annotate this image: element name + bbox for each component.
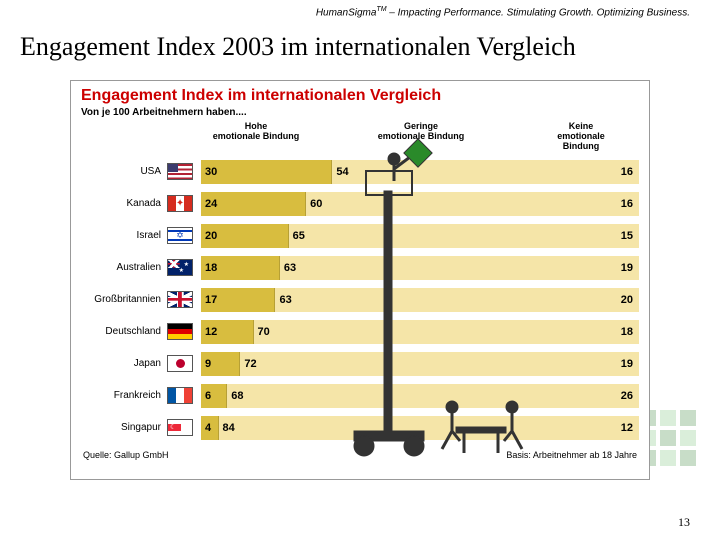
- flag-icon: [167, 291, 193, 308]
- row-label: Großbritannien: [81, 294, 167, 305]
- chart-footer: Quelle: Gallup GmbH Basis: Arbeitnehmer …: [81, 450, 639, 460]
- page-title: Engagement Index 2003 im internationalen…: [20, 32, 576, 62]
- tagline-sigma: Sigma: [348, 7, 376, 18]
- flag-icon: ✡: [167, 227, 193, 244]
- bar-segment-low: 72: [240, 352, 555, 376]
- bar-segment-none: 16: [621, 166, 633, 178]
- bar-segment-low: 63: [280, 256, 556, 280]
- bar-segment-none: 18: [621, 326, 633, 338]
- bar-segment-none: 19: [621, 262, 633, 274]
- row-label: Frankreich: [81, 390, 167, 401]
- bar-segment-none: 20: [621, 294, 633, 306]
- flag-icon: ★★: [167, 259, 193, 276]
- bar-segment-low: 68: [227, 384, 525, 408]
- chart-subtitle: Von je 100 Arbeitnehmern haben....: [81, 107, 639, 118]
- bar-segment-none: 15: [621, 230, 633, 242]
- bar-segment-low: 63: [275, 288, 551, 312]
- col-header-high: Hohe emotionale Bindung: [201, 122, 311, 152]
- flag-icon: [167, 387, 193, 404]
- row-label: Australien: [81, 262, 167, 273]
- bar-segment-none: 19: [621, 358, 633, 370]
- row-label: Israel: [81, 230, 167, 241]
- bar-segment-high: 17: [201, 288, 275, 312]
- tagline-prefix: Human: [316, 7, 348, 18]
- tagline-tm: TM: [376, 6, 386, 13]
- table-row: USA 3054 16: [81, 156, 639, 188]
- source-label: Quelle: Gallup GmbH: [83, 450, 169, 460]
- row-label: USA: [81, 166, 167, 177]
- bar-segment-high: 20: [201, 224, 289, 248]
- table-row: Frankreich 668 26: [81, 380, 639, 412]
- flag-icon: ✦: [167, 195, 193, 212]
- column-headers: Hohe emotionale Bindung Geringe emotiona…: [81, 122, 639, 152]
- bar: 484 12: [201, 416, 639, 440]
- bar: 1270 18: [201, 320, 639, 344]
- table-row: Japan 972 19: [81, 348, 639, 380]
- chart-rows: USA305416Kanada✦246016Israel✡206515Austr…: [81, 156, 639, 444]
- bar-segment-low: 65: [289, 224, 574, 248]
- bar-segment-high: 4: [201, 416, 219, 440]
- row-label: Singapur: [81, 422, 167, 433]
- table-row: Großbritannien 1763 20: [81, 284, 639, 316]
- chart-title: Engagement Index im internationalen Verg…: [81, 87, 639, 105]
- table-row: Israel✡ 2065 15: [81, 220, 639, 252]
- bar-segment-none: 12: [621, 422, 633, 434]
- bar-segment-high: 30: [201, 160, 332, 184]
- bar-segment-low: 70: [254, 320, 561, 344]
- bar-segment-none: 16: [621, 198, 633, 210]
- bar-segment-high: 18: [201, 256, 280, 280]
- col-header-low: Geringe emotionale Bindung: [311, 122, 531, 152]
- row-label: Deutschland: [81, 326, 167, 337]
- bar-segment-high: 12: [201, 320, 254, 344]
- flag-icon: [167, 163, 193, 180]
- table-row: Kanada✦ 2460 16: [81, 188, 639, 220]
- flag-icon: [167, 323, 193, 340]
- row-label: Japan: [81, 358, 167, 369]
- bar-segment-none: 26: [621, 390, 633, 402]
- bar: 2460 16: [201, 192, 639, 216]
- header-tagline: HumanSigmaTM – Impacting Performance. St…: [316, 6, 690, 18]
- page-number: 13: [678, 515, 690, 530]
- table-row: Singapur☾ 484 12: [81, 412, 639, 444]
- basis-label: Basis: Arbeitnehmer ab 18 Jahre: [506, 450, 637, 460]
- engagement-chart: Engagement Index im internationalen Verg…: [70, 80, 650, 480]
- bar-segment-low: 84: [219, 416, 587, 440]
- bar: 668 26: [201, 384, 639, 408]
- flag-icon: ☾: [167, 419, 193, 436]
- table-row: Deutschland 1270 18: [81, 316, 639, 348]
- bar-segment-high: 9: [201, 352, 240, 376]
- bar: 1863 19: [201, 256, 639, 280]
- bar: 1763 20: [201, 288, 639, 312]
- bar-segment-low: 60: [306, 192, 569, 216]
- flag-icon: [167, 355, 193, 372]
- decor-squares: [640, 410, 720, 500]
- row-label: Kanada: [81, 198, 167, 209]
- bar-segment-low: 54: [332, 160, 569, 184]
- bar-segment-high: 6: [201, 384, 227, 408]
- bar-segment-high: 24: [201, 192, 306, 216]
- bar: 3054 16: [201, 160, 639, 184]
- col-header-none: Keine emotionale Bindung: [531, 122, 631, 152]
- bar: 2065 15: [201, 224, 639, 248]
- bar: 972 19: [201, 352, 639, 376]
- tagline-rest: – Impacting Performance. Stimulating Gro…: [387, 7, 690, 18]
- table-row: Australien★★ 1863 19: [81, 252, 639, 284]
